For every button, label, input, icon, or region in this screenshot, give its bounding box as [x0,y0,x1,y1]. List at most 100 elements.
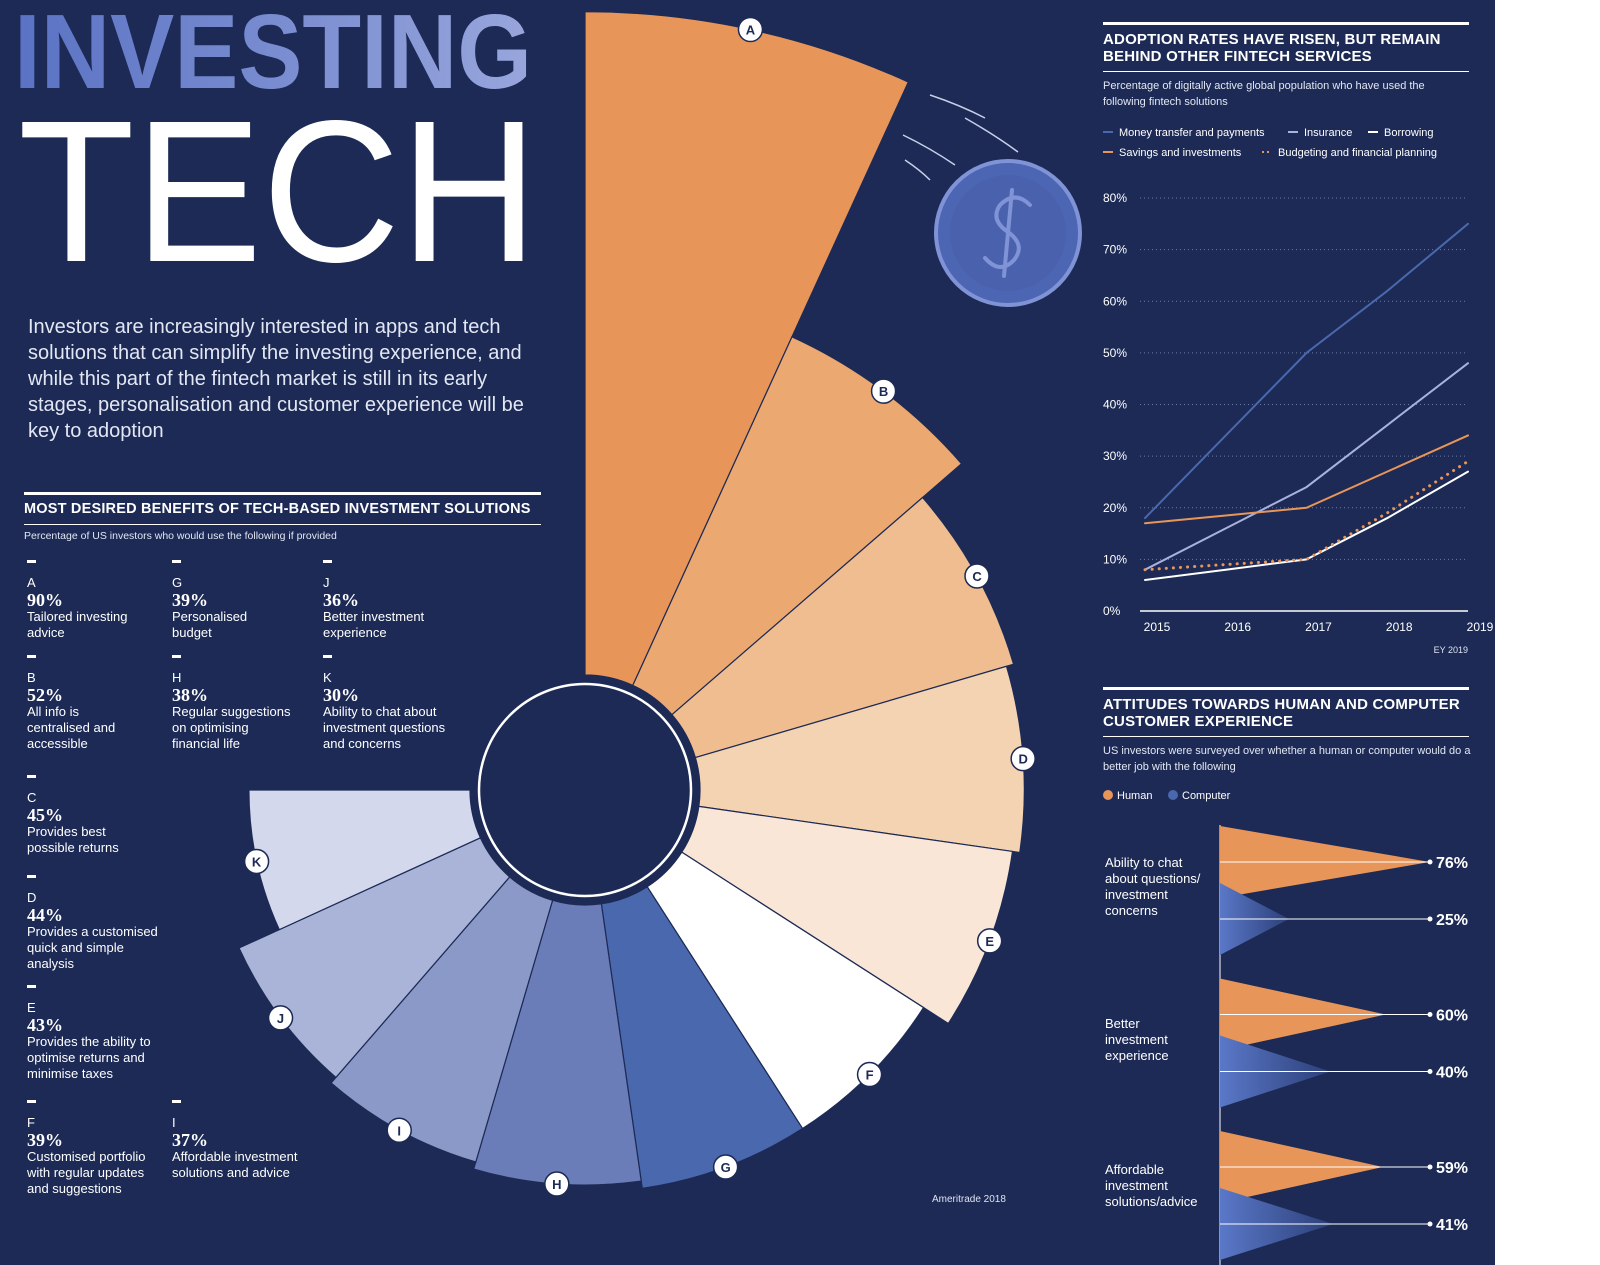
value-label: 40% [1436,1065,1468,1082]
legend-label: Budgeting and financial planning [1278,147,1437,159]
list-dash [27,775,36,778]
value-label: 59% [1436,1160,1468,1177]
category-label: Affordable investment solutions/advice [1105,1162,1198,1209]
list-value: 39% [27,1130,63,1150]
leader-dot [1427,859,1433,865]
value-label: 76% [1436,855,1468,872]
series-line [1144,434,1469,525]
list-letter: J [323,575,330,590]
source: EY 2019 [1434,645,1468,655]
letter-badge [856,1061,883,1088]
legend-label: Savings and investments [1119,147,1242,159]
y-tick-label: 70% [1103,243,1127,257]
list-letter: F [27,1115,35,1130]
list-description: Affordable investment solutions and advi… [172,1149,298,1180]
letter-badge [1010,745,1036,772]
y-tick-label: 50% [1103,346,1127,360]
list-description: Tailored investing advice [27,609,128,640]
list-description: All info is centralised and accessible [27,704,116,751]
legend-label: Borrowing [1384,127,1434,139]
legend-dot [1168,790,1178,800]
letter-badge [243,848,270,875]
source: Ameritrade 2018 [932,1194,1006,1205]
leader-dot [1427,1012,1433,1017]
leader-dot [1427,1164,1433,1170]
series-line [1144,362,1469,571]
list-description: Regular suggestions on optimising financ… [172,704,291,751]
value-label: 25% [1436,912,1468,929]
category-label: Better investment experience [1105,1016,1169,1063]
list-value: 45% [27,805,63,825]
list-value: 43% [27,1015,63,1035]
list-dash [323,560,332,563]
series-line [1143,459,1470,572]
list-dash [27,1100,36,1103]
letter-badge [267,1005,294,1031]
center-disc [470,675,700,905]
legend-label: Human [1117,790,1152,802]
list-description: Ability to chat about investment questio… [323,704,446,751]
list-letter: B [27,670,36,685]
list-dash [172,655,181,658]
x-tick-label: 2015 [1144,620,1171,634]
x-tick-label: 2019 [1467,620,1494,634]
value-label: 60% [1436,1008,1468,1025]
letter-label: F [866,1068,874,1083]
letter-badge [976,928,1003,954]
letter-badge [737,16,764,43]
series-line [1144,222,1469,520]
y-tick-label: 40% [1103,398,1127,412]
category-label: Ability to chat about questions/ investm… [1105,855,1201,918]
letter-label: B [879,384,888,399]
y-tick-label: 20% [1103,501,1127,515]
leader-dot [1427,1221,1433,1227]
letter-label: C [972,569,982,584]
y-tick-label: 30% [1103,449,1127,463]
legend-dot [1103,790,1113,800]
intro-text: Investors are increasingly interested in… [28,316,524,442]
letter-label: E [985,934,994,949]
line-chart-subtitle: Percentage of digitally active global po… [1103,80,1425,108]
list-value: 38% [172,685,208,705]
y-tick-label: 0% [1103,604,1121,618]
letter-label: D [1018,752,1027,767]
letter-badge [386,1117,412,1144]
letter-badge [712,1154,739,1180]
list-description: Personalised budget [172,609,248,640]
list-letter: E [27,1000,36,1015]
list-letter: H [172,670,182,685]
triangle-chart-title: ATTITUDES TOWARDS HUMAN AND COMPUTER CUS… [1103,687,1469,737]
list-description: Better investment experience [323,609,425,640]
list-letter: G [172,575,183,590]
legend-label: Money transfer and payments [1119,127,1265,139]
legend-label: Insurance [1304,127,1352,139]
list-description: Provides a customised quick and simple a… [27,924,158,971]
center-ring [477,682,693,898]
letter-label: K [252,854,262,869]
y-tick-label: 60% [1103,294,1127,308]
list-description: Provides best possible returns [27,824,119,855]
y-tick-label: 10% [1103,552,1127,566]
section-title: MOST DESIRED BENEFITS OF TECH-BASED INVE… [24,492,541,525]
list-letter: A [27,575,36,590]
list-dash [27,655,36,658]
list-letter: C [27,790,37,805]
legend-label: Computer [1182,790,1231,802]
list-value: 39% [172,590,208,610]
list-value: 44% [27,905,63,925]
x-tick-label: 2016 [1224,620,1251,634]
list-dash [27,875,36,878]
x-tick-label: 2018 [1386,620,1413,634]
list-description: Provides the ability to optimise returns… [27,1034,151,1081]
list-value: 30% [323,685,359,705]
leader-dot [1427,1069,1433,1074]
list-value: 37% [172,1130,208,1150]
leader-dot [1427,916,1433,922]
letter-badge [964,563,990,589]
list-letter: D [27,890,37,905]
list-dash [27,560,36,563]
y-tick-label: 80% [1103,191,1127,205]
radial-bar [631,335,963,716]
